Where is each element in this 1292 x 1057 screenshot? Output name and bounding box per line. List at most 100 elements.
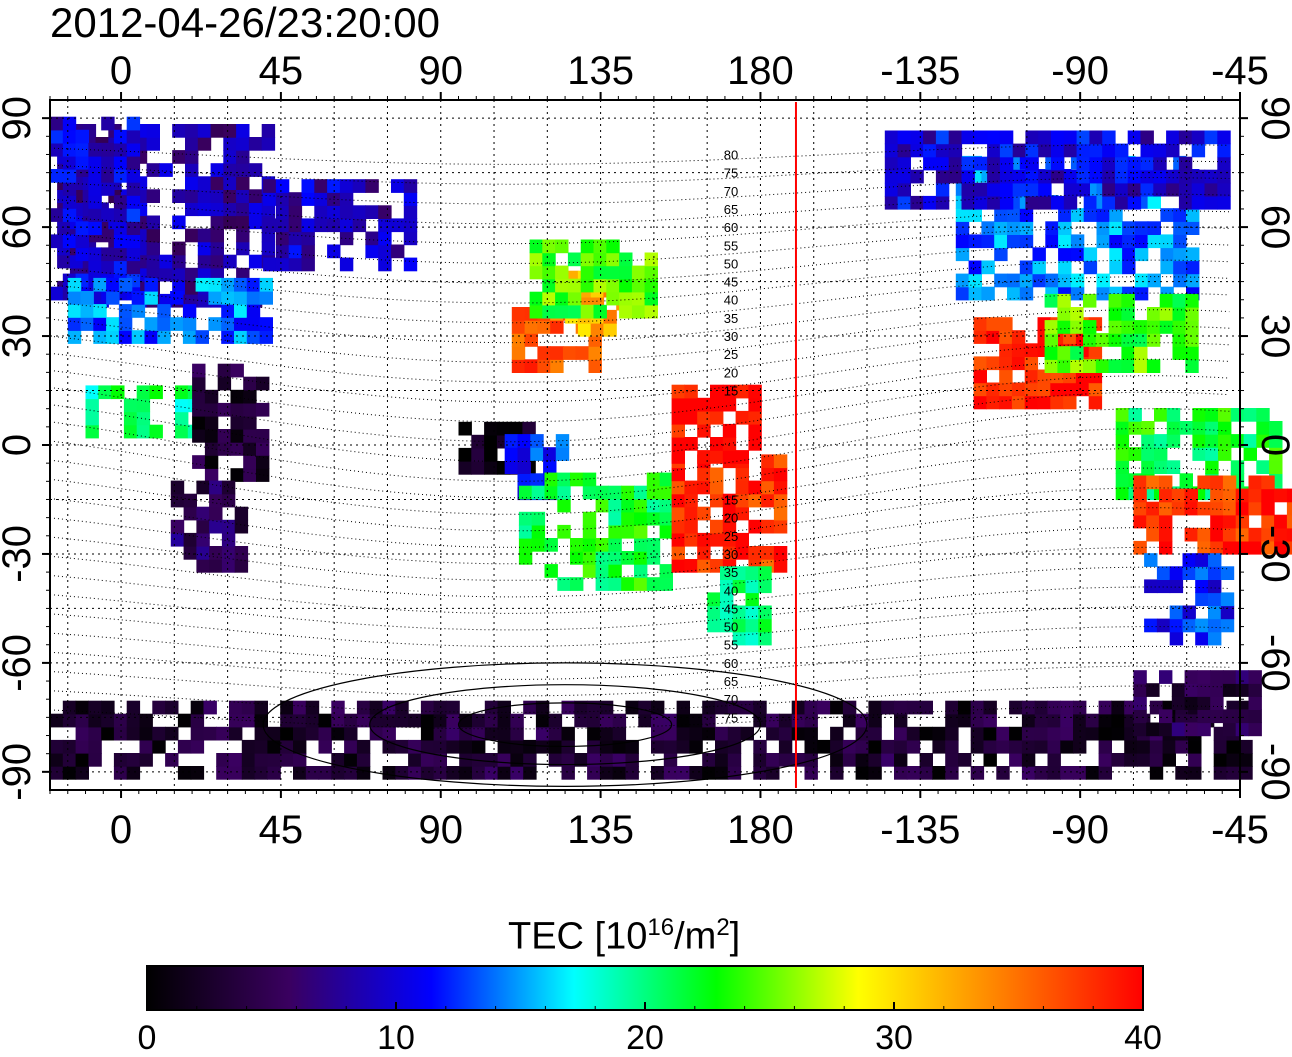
tec-cell <box>580 265 595 280</box>
tec-cell <box>748 480 762 495</box>
tec-cell <box>510 739 524 754</box>
tec-cell <box>185 124 199 138</box>
tec-cell <box>1269 434 1283 448</box>
magnetic-contour <box>49 408 1230 482</box>
tec-cell <box>1051 169 1065 184</box>
tec-cell <box>1195 579 1209 594</box>
tec-cell <box>1011 343 1026 357</box>
tec-cell <box>159 267 173 282</box>
tec-cell <box>197 241 212 256</box>
tec-cell <box>710 397 724 412</box>
tec-cell <box>1060 726 1074 741</box>
tec-cell <box>582 564 597 578</box>
tec-cell <box>1195 553 1209 567</box>
tec-cell <box>1058 234 1072 249</box>
tec-cell <box>651 766 665 780</box>
tec-cell <box>1085 766 1100 780</box>
tec-cell <box>1034 713 1049 728</box>
tec-cell <box>1173 234 1187 249</box>
tec-cell <box>720 592 734 607</box>
tec-cell <box>177 739 192 754</box>
tec-cell <box>702 726 716 741</box>
tec-cell <box>236 150 250 164</box>
tec-cell <box>894 739 908 754</box>
tec-cell <box>1182 618 1196 633</box>
tec-cell <box>1239 766 1253 780</box>
tec-cell <box>1058 208 1072 222</box>
tec-cell <box>606 252 620 267</box>
tec-cell <box>684 437 698 451</box>
tec-cell <box>1140 143 1154 158</box>
tec-cell <box>1127 169 1142 184</box>
tec-cell <box>710 384 724 399</box>
tec-cell <box>331 726 345 741</box>
contour-value-label: 75 <box>724 166 738 181</box>
tec-cell <box>935 195 950 210</box>
tec-cell <box>344 726 358 741</box>
tec-cell <box>208 291 222 305</box>
tec-cell <box>241 713 256 728</box>
tec-cell <box>314 205 328 219</box>
tec-cell <box>106 291 120 305</box>
contour-value-label: 45 <box>724 601 738 616</box>
tec-cell <box>842 700 857 715</box>
tec-cell <box>204 389 219 404</box>
tec-cell <box>987 156 1001 171</box>
tec-cell <box>177 713 192 728</box>
tec-cell <box>671 519 685 534</box>
tec-cell <box>659 472 673 487</box>
tec-cell <box>280 713 294 728</box>
tec-cell <box>1121 346 1135 360</box>
tec-cell <box>1133 670 1147 684</box>
tec-cell <box>183 546 197 560</box>
tec-cell <box>1191 143 1206 158</box>
tec-cell <box>631 278 646 293</box>
tec-cell <box>897 182 911 197</box>
tec-cell <box>608 485 622 500</box>
tec-cell <box>267 739 281 754</box>
tec-cell <box>761 493 775 508</box>
tec-cell <box>101 116 115 131</box>
tec-cell <box>1213 766 1228 780</box>
tec-cell <box>1012 169 1027 184</box>
tec-cell <box>62 234 77 249</box>
tec-cell <box>1169 605 1184 620</box>
magnetic-contour <box>49 507 1230 565</box>
tec-cell <box>1137 753 1151 767</box>
tec-cell <box>518 551 533 565</box>
tec-cell <box>612 753 627 767</box>
tec-cell <box>1070 320 1084 334</box>
tec-cell <box>259 291 273 305</box>
tec-cell <box>382 766 396 780</box>
tec-cell <box>1185 346 1199 360</box>
tec-cell <box>67 317 82 331</box>
tec-cell <box>459 739 473 754</box>
tec-cell <box>1038 182 1052 197</box>
bottom-lon-label: 90 <box>418 808 463 852</box>
contour-value-label: 40 <box>724 583 738 598</box>
tec-cell <box>234 330 248 344</box>
magnetic-pole-contour <box>262 662 868 787</box>
tec-cell <box>919 700 933 715</box>
tec-cell <box>945 739 959 754</box>
tec-cell <box>391 244 405 259</box>
magnetic-contour <box>49 645 1230 680</box>
top-lon-label: 180 <box>727 49 794 93</box>
tec-cell <box>471 434 485 449</box>
tec-cell <box>593 252 607 267</box>
magnetic-contour <box>49 309 1230 363</box>
tec-cell <box>722 506 737 521</box>
tec-cell <box>1171 722 1186 737</box>
tec-cell <box>999 330 1013 344</box>
tec-cell <box>981 221 995 235</box>
tec-cell <box>595 498 609 513</box>
tec-cell <box>1024 343 1039 357</box>
tec-cell <box>1025 195 1039 210</box>
tec-cell <box>511 359 526 373</box>
tec-cell <box>1208 618 1222 633</box>
tec-cell <box>804 739 818 754</box>
tec-cell <box>1044 359 1058 373</box>
tec-cell <box>50 116 64 131</box>
contour-value-label: 55 <box>724 238 738 253</box>
tec-cell <box>248 189 263 203</box>
